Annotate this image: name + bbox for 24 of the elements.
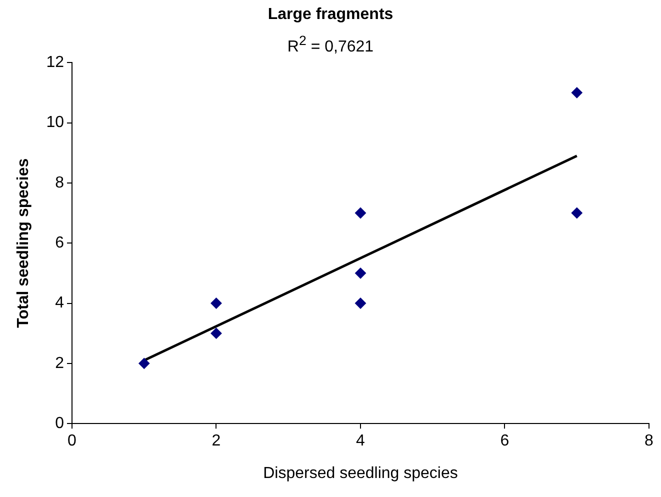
y-tick-label: 0 [55,415,64,432]
x-tick-label: 8 [644,432,654,450]
y-tick-label: 10 [46,114,64,132]
x-axis-title: Dispersed seedling species [263,464,458,482]
chart-title: Large fragments [266,6,394,24]
y-tick-label: 2 [55,354,64,372]
y-tick-label: 8 [55,174,64,192]
y-tick-label: 6 [55,234,64,252]
point [571,208,582,219]
point [138,358,150,369]
y-tick-label: 4 [55,294,64,312]
x-tick-label: 2 [212,432,221,450]
x-tick-label: 6 [500,432,510,450]
point [355,208,366,219]
point [571,87,582,98]
point [355,268,366,279]
point [210,298,222,309]
point [210,328,222,339]
x-tick-label: 0 [68,432,77,450]
text: R$^{2}$ = 0,7621 [287,33,374,56]
y-tick-label: 12 [46,54,64,72]
x-tick-label: 4 [356,432,366,450]
point [355,298,366,309]
y-axis-title: Total seedling species [15,158,32,328]
